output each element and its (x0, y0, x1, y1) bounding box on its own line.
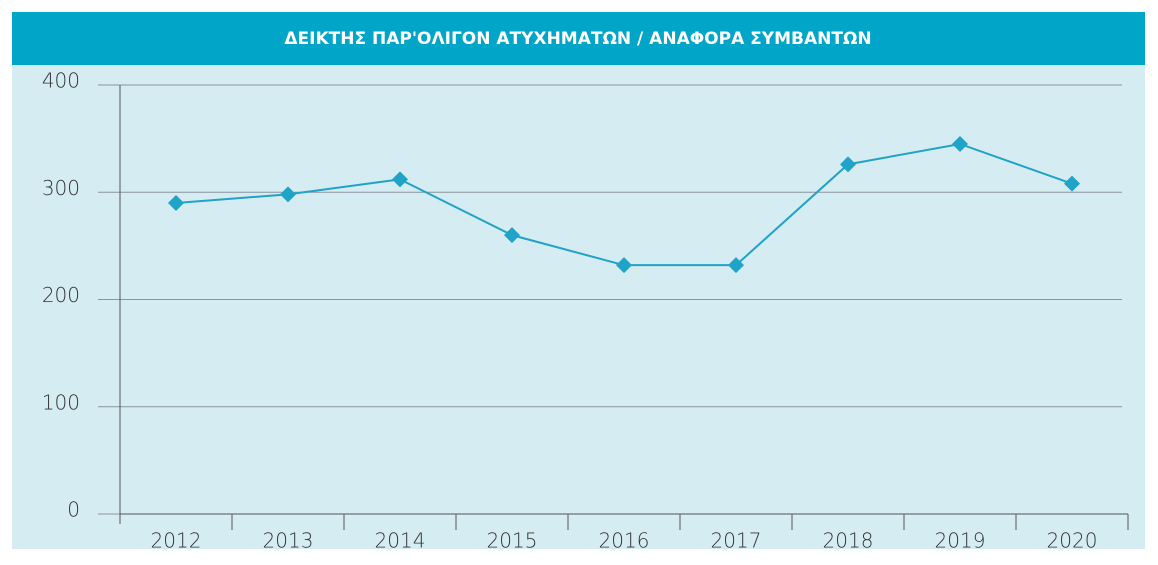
x-tick-label: 2016 (599, 529, 650, 553)
marker (392, 171, 408, 188)
y-tick-label: 0 (67, 498, 80, 522)
header-bar (12, 12, 1145, 65)
marker (616, 257, 632, 274)
chart-title: ΔΕΙΚΤΗΣ ΠΑΡ'ΟΛΙΓΟΝ ΑΤΥΧΗΜΑΤΩΝ / ΑΝΑΦΟΡΑ … (284, 29, 871, 49)
y-tick-label: 300 (42, 176, 80, 200)
marker (280, 186, 296, 203)
y-tick-label: 400 (42, 69, 80, 93)
y-tick-label: 100 (42, 390, 80, 414)
marker (504, 227, 520, 244)
plot-background (12, 65, 1145, 549)
x-tick-label: 2019 (935, 529, 986, 553)
marker (952, 135, 968, 152)
x-tick-label: 2015 (487, 529, 538, 553)
x-tick-label: 2018 (823, 529, 874, 553)
marker (1064, 175, 1080, 192)
y-tick-label: 200 (42, 283, 80, 307)
x-tick-label: 2013 (263, 529, 314, 553)
marker (728, 257, 744, 274)
x-tick-label: 2020 (1047, 529, 1098, 553)
x-tick-label: 2012 (151, 529, 202, 553)
marker (840, 156, 856, 173)
marker (168, 194, 184, 211)
x-tick-label: 2014 (375, 529, 426, 553)
x-tick-label: 2017 (711, 529, 762, 553)
